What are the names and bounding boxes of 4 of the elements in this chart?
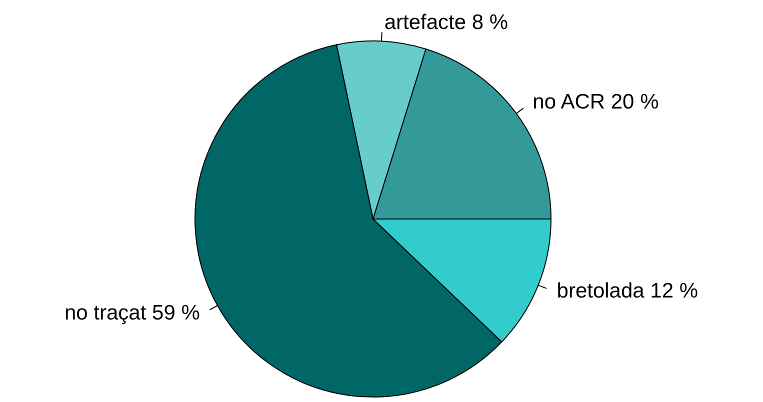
slice-label: artefacte 8 % xyxy=(384,10,508,34)
slice-label: no traçat 59 % xyxy=(64,302,200,325)
slice-label: bretolada 12 % xyxy=(556,279,698,302)
slice-label: no ACR 20 % xyxy=(532,90,659,114)
